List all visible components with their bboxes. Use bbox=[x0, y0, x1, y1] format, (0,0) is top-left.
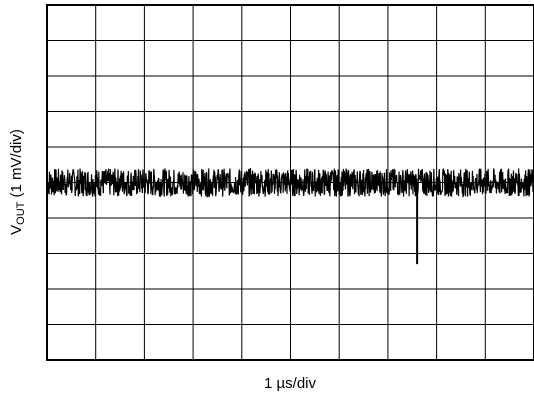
y-axis-label-suffix: (1 mV/div) bbox=[8, 129, 25, 202]
y-axis-label-prefix: V bbox=[8, 225, 25, 235]
y-axis-label: VOUT (1 mV/div) bbox=[8, 129, 27, 235]
x-axis-label: 1 µs/div bbox=[264, 375, 316, 392]
y-axis-label-subscript: OUT bbox=[15, 201, 27, 225]
vout-trace bbox=[46, 167, 534, 198]
scope-grid bbox=[47, 5, 534, 360]
